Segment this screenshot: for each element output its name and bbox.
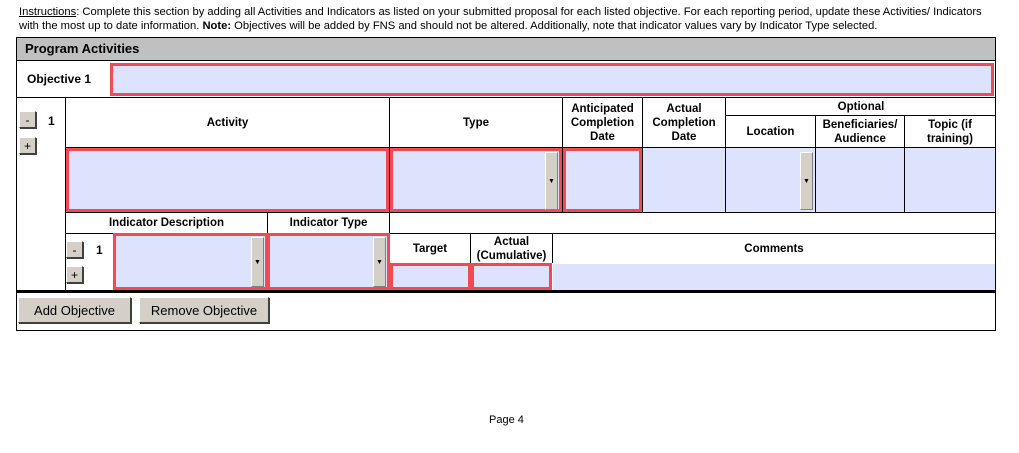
grid-line [552, 233, 553, 263]
anticipated-date-header: Anticipated Completion Date [570, 102, 635, 143]
grid-line [267, 212, 268, 234]
add-objective-button[interactable]: Add Objective [18, 297, 131, 323]
note-label: Note: [202, 20, 232, 32]
activity-header: Activity [206, 116, 249, 129]
grid-line [642, 97, 643, 213]
instructions-text: : Complete this section by adding all Ac… [19, 6, 982, 32]
instructions-label: Instructions [19, 6, 77, 18]
type-select[interactable]: ▼ [390, 148, 562, 212]
dropdown-arrow-icon[interactable]: ▼ [800, 152, 813, 210]
frame-left [16, 37, 17, 331]
grid-line [562, 97, 563, 213]
remove-objective-button[interactable]: Remove Objective [139, 297, 269, 323]
grid-line [815, 115, 816, 213]
topic-header: Topic (if training) [927, 118, 973, 145]
grid-line [389, 212, 390, 234]
add-activity-button[interactable]: + [19, 137, 36, 154]
comments-header: Comments [744, 242, 804, 255]
grid-line [65, 97, 66, 290]
objective-label: Objective 1 [27, 72, 92, 86]
optional-header: Optional [837, 100, 885, 113]
instructions: Instructions: Complete this section by a… [19, 5, 999, 33]
topic-input[interactable] [905, 148, 995, 212]
remove-indicator-button[interactable]: - [66, 241, 83, 258]
objective-input[interactable] [110, 63, 994, 96]
location-select[interactable]: ▼ [726, 148, 815, 212]
frame-right [995, 37, 996, 331]
dropdown-arrow-icon[interactable]: ▼ [251, 237, 264, 287]
page-number: Page 4 [489, 414, 524, 426]
anticipated-date-input[interactable] [563, 148, 642, 212]
remove-activity-button[interactable]: - [19, 111, 36, 128]
target-header: Target [412, 242, 448, 255]
thick-divider [16, 290, 996, 293]
dropdown-arrow-icon[interactable]: ▼ [545, 152, 558, 210]
actual-date-input[interactable] [643, 148, 725, 212]
actual-cumulative-header: Actual (Cumulative) [476, 235, 547, 262]
bottom-border [16, 330, 996, 331]
beneficiaries-header: Beneficiaries/ Audience [822, 118, 898, 145]
indicator-type-select[interactable]: ▼ [267, 233, 390, 290]
grid-line [904, 115, 905, 213]
indicator-type-header: Indicator Type [289, 217, 368, 229]
activity-number: 1 [48, 114, 55, 128]
grid-line [65, 212, 996, 213]
indicator-number: 1 [96, 243, 103, 257]
add-indicator-button[interactable]: + [66, 266, 83, 283]
divider [16, 97, 996, 98]
dropdown-arrow-icon[interactable]: ▼ [373, 237, 386, 287]
activity-input[interactable] [66, 148, 389, 212]
location-header: Location [746, 125, 795, 138]
grid-line [65, 233, 996, 234]
indicator-description-select[interactable]: ▼ [113, 233, 268, 290]
indicator-description-header: Indicator Description [108, 217, 225, 229]
actual-date-header: Actual Completion Date [652, 102, 716, 143]
grid-line [65, 147, 996, 148]
actual-cumulative-input[interactable] [471, 263, 552, 290]
section-title: Program Activities [25, 41, 140, 56]
target-input[interactable] [390, 263, 471, 290]
note-text: Objectives will be added by FNS and shou… [231, 20, 878, 32]
beneficiaries-input[interactable] [816, 148, 904, 212]
section-header: Program Activities [16, 37, 996, 61]
grid-line [389, 97, 390, 213]
grid-line [470, 233, 471, 263]
grid-line [725, 97, 726, 213]
type-header: Type [463, 116, 489, 129]
comments-input[interactable] [553, 264, 995, 290]
grid-line [725, 115, 996, 116]
